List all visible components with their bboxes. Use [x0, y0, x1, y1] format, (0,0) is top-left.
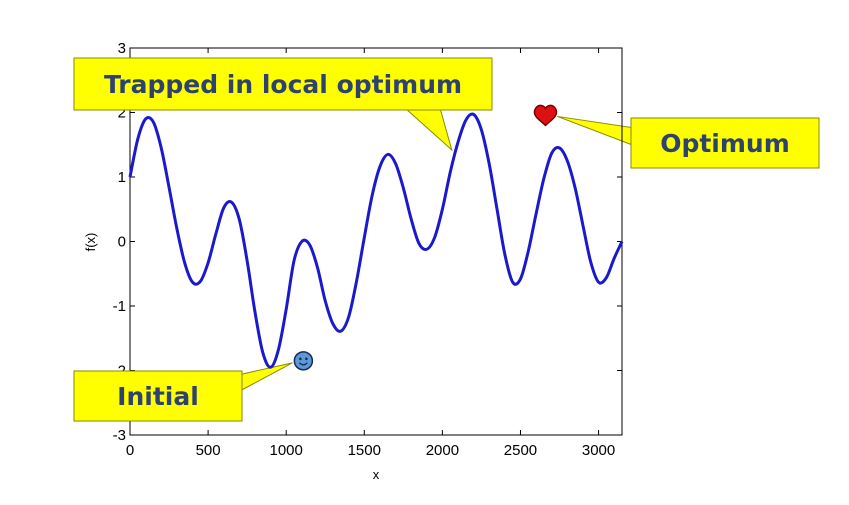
callout-optimum-tail [557, 115, 636, 147]
x-axis-label: x [373, 467, 380, 482]
x-tick-label: 2500 [504, 442, 537, 459]
callout-initial-text: Initial [117, 382, 199, 411]
callout-optimum-box [630, 117, 820, 169]
callout-initial-box [73, 370, 243, 422]
markers [293, 104, 558, 371]
x-tick-label: 500 [196, 442, 221, 459]
x-tick-label: 2000 [426, 442, 459, 459]
y-tick-label: 2 [118, 105, 126, 122]
x-tick-label: 1500 [348, 442, 381, 459]
x-tick-label: 3000 [582, 442, 615, 459]
callout-optimum: Optimum [630, 117, 820, 169]
y-tick-label: 1 [118, 169, 126, 186]
y-tick-label: 3 [118, 40, 126, 57]
series-line [128, 112, 624, 369]
y-axis-label: f(x) [83, 233, 98, 252]
heart-icon [533, 104, 558, 127]
callout-initial: Initial [73, 370, 243, 422]
callout-trapped-tail [403, 107, 453, 152]
callout-trapped: Trapped in local optimum [73, 57, 493, 111]
callout-optimum-text: Optimum [660, 129, 790, 158]
callout-trapped-text: Trapped in local optimum [104, 70, 462, 99]
smiley-icon [293, 351, 314, 371]
y-tick-label: -1 [113, 298, 126, 315]
x-tick-label: 1000 [270, 442, 303, 459]
callout-initial-tail [237, 362, 293, 393]
x-tick-label: 0 [126, 442, 134, 459]
y-tick-label: 0 [118, 234, 126, 251]
y-tick-label: -3 [113, 427, 126, 444]
callout-trapped-box [73, 57, 493, 111]
